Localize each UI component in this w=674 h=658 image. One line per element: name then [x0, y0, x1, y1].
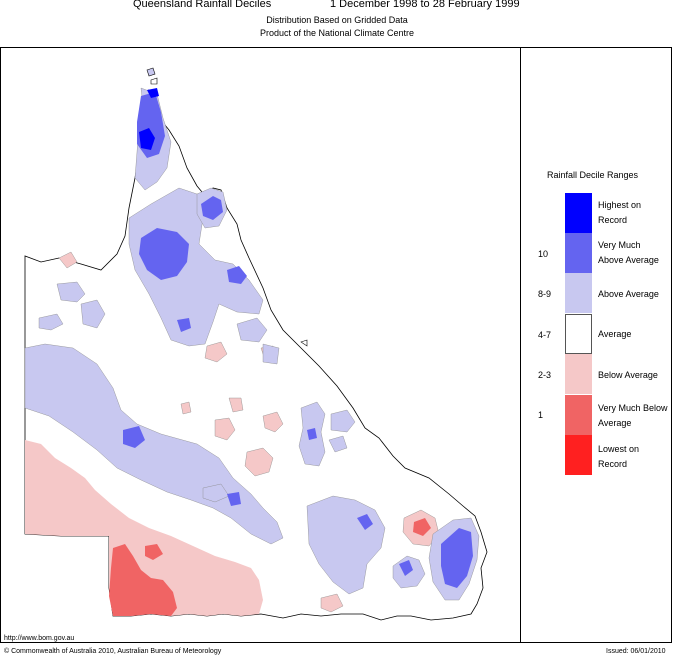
legend-swatch-above-average: [565, 273, 592, 313]
below-average-patch: [180, 401, 192, 415]
legend-decile-1: 1: [538, 410, 544, 420]
island: [146, 67, 156, 77]
very-much-above-average-coast: [441, 528, 473, 588]
above-average-patch: [202, 483, 230, 503]
legend-label-lowest-on-record: Lowest on Record: [598, 444, 640, 469]
above-average-patch: [80, 299, 106, 329]
legend-swatch-very-much-below-average: [565, 395, 592, 435]
island: [150, 77, 158, 85]
very-much-below-average-southwest: [109, 544, 177, 616]
above-average-patch: [330, 409, 356, 433]
island: [300, 339, 308, 347]
legend-label-below-average: Below Average: [598, 370, 658, 380]
above-average-patch: [38, 313, 64, 331]
very-much-above-average-patch: [227, 492, 241, 506]
below-average-patch: [244, 447, 274, 477]
legend-swatch-highest-on-record: [565, 193, 592, 233]
legend-title: Rainfall Decile Ranges: [547, 170, 639, 180]
map-title: Queensland Rainfall Deciles: [133, 0, 272, 10]
map-frame: [0, 47, 672, 643]
legend-decile-2-3: 2-3: [538, 370, 552, 380]
footer-url[interactable]: http://www.bom.gov.au: [4, 635, 75, 642]
map-subtitle-1: Distribution Based on Gridded Data: [266, 15, 408, 25]
very-much-above-average-east: [227, 266, 247, 284]
below-average-patch: [204, 341, 228, 363]
footer-copyright: © Commonwealth of Australia 2010, Austra…: [4, 648, 222, 655]
legend-decile-4-7: 4-7: [538, 330, 552, 340]
legend-decile-10: 10: [538, 249, 549, 259]
above-average-patch: [236, 317, 268, 343]
map-title-row: Queensland Rainfall Deciles 1 December 1…: [0, 0, 674, 12]
above-average-patch: [56, 281, 86, 303]
legend-label-very-much-below-average: Very Much Below Average: [598, 403, 668, 428]
very-much-above-average-patch: [399, 560, 413, 576]
very-much-above-average-patch: [177, 318, 191, 332]
footer-issued: Issued: 06/01/2010: [606, 648, 666, 655]
legend-swatch-lowest-on-record: [565, 435, 592, 475]
below-average-patch: [58, 251, 78, 269]
very-much-below-average-patch: [413, 518, 431, 536]
map-subtitle-2: Product of the National Climate Centre: [259, 28, 415, 38]
below-average-southwest: [25, 440, 263, 616]
below-average-patch: [262, 411, 284, 433]
legend-label-average: Average: [598, 329, 632, 339]
below-average-patch: [320, 593, 344, 613]
legend-swatch-below-average: [565, 354, 592, 394]
queensland-decile-map: [24, 67, 488, 621]
legend-label-highest-on-record: Highest on Record: [598, 200, 642, 225]
highest-on-record-patch: [147, 88, 159, 98]
legend-divider: [520, 47, 521, 643]
legend-swatch-average: [565, 314, 592, 354]
legend-label-very-much-above-average: Very Much Above Average: [598, 240, 659, 265]
legend-swatch-very-much-above-average: [565, 233, 592, 273]
very-much-below-average-patch: [145, 544, 163, 560]
legend-label-above-average: Above Average: [598, 289, 659, 299]
very-much-above-average-gulf: [139, 228, 189, 280]
very-much-above-average-north-east: [201, 196, 223, 220]
highest-on-record-patch: [139, 128, 155, 150]
very-much-above-average-patch: [123, 426, 145, 448]
below-average-patch: [228, 397, 244, 413]
above-average-patch: [262, 343, 280, 365]
very-much-above-average-patch: [307, 428, 317, 440]
below-average-patch: [214, 417, 236, 441]
map-period: 1 December 1998 to 28 February 1999: [330, 0, 520, 10]
above-average-patch: [328, 435, 348, 453]
very-much-above-average-patch: [357, 514, 373, 530]
legend-decile-8-9: 8-9: [538, 289, 552, 299]
